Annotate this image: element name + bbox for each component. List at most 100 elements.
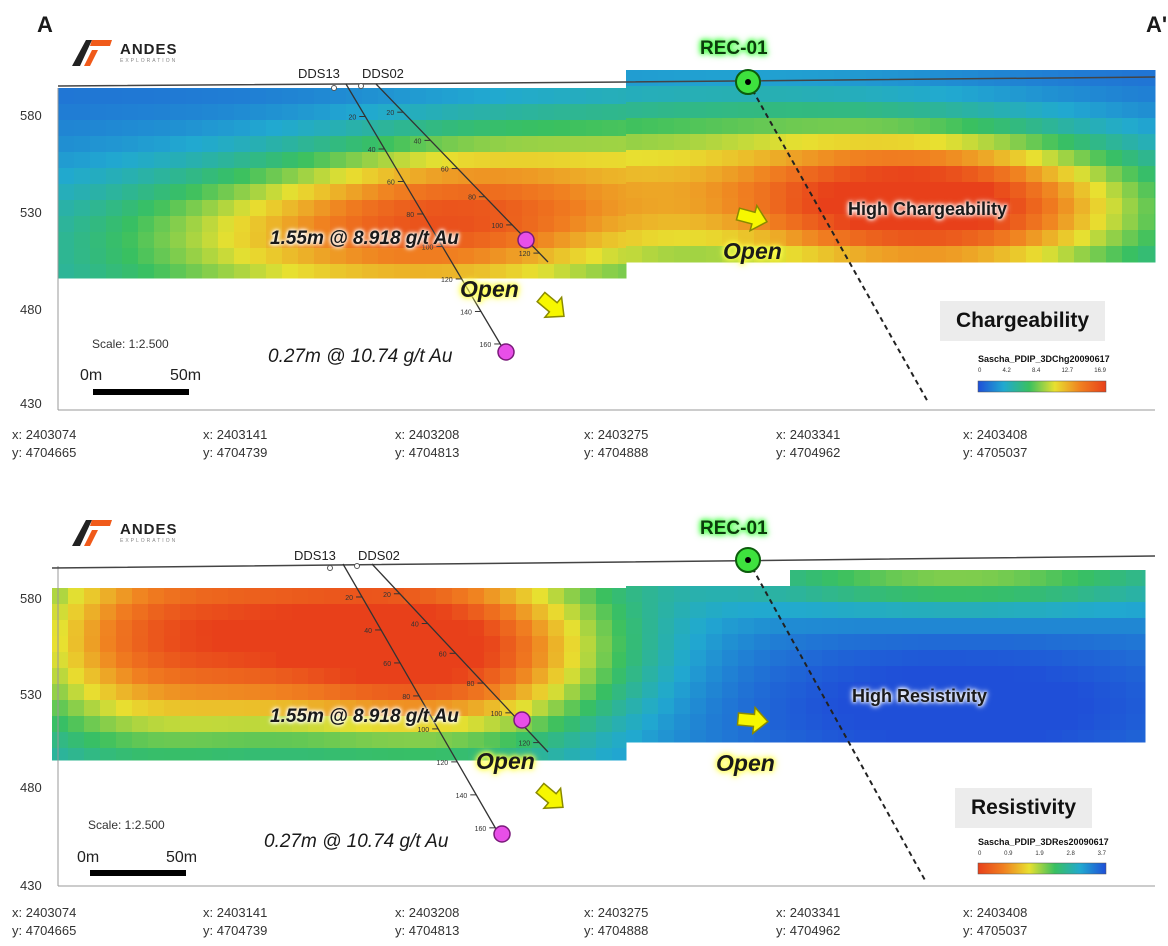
heatmap-cell xyxy=(1078,682,1095,699)
heatmap-cell xyxy=(626,650,643,667)
intercept-lower-marker[interactable] xyxy=(497,343,515,361)
heatmap-cell xyxy=(282,232,299,249)
heatmap-cell xyxy=(642,70,659,87)
heatmap-cell xyxy=(602,104,619,121)
heatmap-cell xyxy=(1110,730,1127,743)
heatmap-cell xyxy=(722,618,739,635)
heatmap-cell xyxy=(596,684,613,701)
heatmap-cell xyxy=(442,184,459,201)
heatmap-cell xyxy=(442,232,459,249)
heatmap-cell xyxy=(388,636,405,653)
heatmap-cell xyxy=(642,86,659,103)
heatmap-cell xyxy=(218,184,235,201)
heatmap-cell xyxy=(346,248,363,265)
heatmap-cell xyxy=(1046,698,1063,715)
heatmap-cell xyxy=(806,730,823,743)
heatmap-cell xyxy=(100,604,117,621)
heatmap-cell xyxy=(1126,666,1143,683)
heatmap-cell xyxy=(84,716,101,733)
heatmap-cell xyxy=(154,216,171,233)
heatmap-cell xyxy=(946,150,963,167)
heatmap-cell xyxy=(404,604,421,621)
heatmap-cell xyxy=(266,136,283,153)
heatmap-cell xyxy=(950,602,967,619)
heatmap-cell xyxy=(1074,230,1091,247)
heatmap-cell xyxy=(1138,86,1155,103)
heatmap-cell xyxy=(500,732,517,749)
heatmap-cell xyxy=(1110,650,1127,667)
heatmap-cell xyxy=(1078,602,1095,619)
heatmap-cell xyxy=(324,636,341,653)
heatmap-cell xyxy=(914,86,931,103)
heatmap-cell xyxy=(442,88,459,105)
heatmap-cell xyxy=(180,636,197,653)
heatmap-cell xyxy=(1046,682,1063,699)
heatmap-cell xyxy=(570,168,587,185)
intercept-lower-marker[interactable] xyxy=(493,825,511,843)
heatmap-cell xyxy=(484,700,501,717)
heatmap-cell xyxy=(484,716,501,733)
heatmap-cell xyxy=(554,168,571,185)
heatmap-cell xyxy=(148,668,165,685)
heatmap-cell xyxy=(516,748,533,761)
heatmap-cell xyxy=(1090,230,1107,247)
heatmap-cell xyxy=(1042,214,1059,231)
heatmap-cell xyxy=(100,652,117,669)
heatmap-cell xyxy=(500,620,517,637)
heatmap-cell xyxy=(962,230,979,247)
heatmap-cell xyxy=(1030,714,1047,731)
heatmap-cell xyxy=(1062,570,1079,587)
heatmap-cell xyxy=(458,120,475,137)
heatmap-cell xyxy=(260,700,277,717)
heatmap-cell xyxy=(602,184,619,201)
heatmap-cell xyxy=(164,748,181,761)
heatmap-cell xyxy=(918,570,935,587)
heatmap-cell xyxy=(998,602,1015,619)
coordinate-label: x: 2403341 y: 4704962 xyxy=(776,905,841,938)
heatmap-cell xyxy=(950,698,967,715)
heatmap-cell xyxy=(1010,150,1027,167)
heatmap-cell xyxy=(180,668,197,685)
heatmap-cell xyxy=(786,198,803,215)
heatmap-cell xyxy=(426,264,443,279)
heatmap-cell xyxy=(586,200,603,217)
heatmap-cell xyxy=(586,120,603,137)
heatmap-cell xyxy=(228,700,245,717)
heatmap-cell xyxy=(1110,602,1127,619)
heatmap-cell xyxy=(882,150,899,167)
heatmap-cell xyxy=(250,120,267,137)
heatmap-cell xyxy=(468,604,485,621)
heatmap-cell xyxy=(484,604,501,621)
heatmap-cell xyxy=(180,620,197,637)
heatmap-cell xyxy=(1058,198,1075,215)
heatmap-cell xyxy=(90,168,107,185)
heatmap-cell xyxy=(410,152,427,169)
heatmap-cell xyxy=(276,588,293,605)
heatmap-cell xyxy=(930,150,947,167)
intercept-upper-marker[interactable] xyxy=(517,231,535,249)
heatmap-cell xyxy=(754,602,771,619)
heatmap-cell xyxy=(298,120,315,137)
heatmap-cell xyxy=(452,684,469,701)
heatmap-cell xyxy=(116,684,133,701)
heatmap-cell xyxy=(276,732,293,749)
heatmap-cell xyxy=(484,748,501,761)
heatmap-cell xyxy=(154,152,171,169)
heatmap-cell xyxy=(122,120,139,137)
heatmap-cell xyxy=(458,152,475,169)
heatmap-cell xyxy=(548,668,565,685)
heatmap-cell xyxy=(822,634,839,651)
heatmap-cell xyxy=(138,200,155,217)
heatmap-cell xyxy=(722,634,739,651)
heatmap-cell xyxy=(468,588,485,605)
heatmap-cell xyxy=(452,668,469,685)
heatmap-cell xyxy=(506,264,523,279)
intercept-upper-marker[interactable] xyxy=(513,711,531,729)
heatmap-cell xyxy=(786,586,791,603)
heatmap-cell xyxy=(1074,198,1091,215)
heatmap-cell xyxy=(138,168,155,185)
heatmap-cell xyxy=(298,88,315,105)
heatmap-cell xyxy=(1030,602,1047,619)
heatmap-cell xyxy=(674,586,691,603)
heatmap-cell xyxy=(722,714,739,731)
